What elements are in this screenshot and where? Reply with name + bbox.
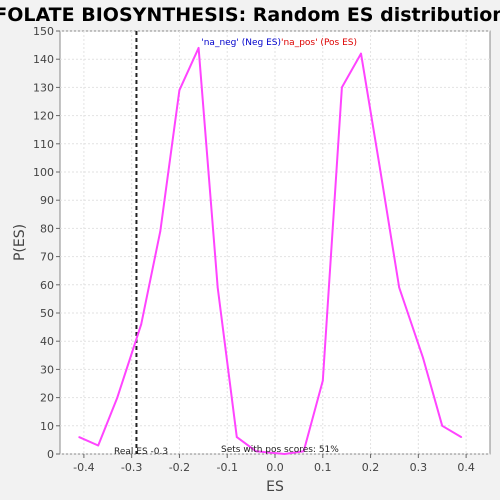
data-point [360, 52, 362, 55]
y-tick-label: 110 [33, 138, 54, 151]
y-tick-label: 120 [33, 110, 54, 123]
data-point [341, 86, 343, 89]
x-tick-label: -0.4 [73, 461, 94, 474]
data-point [422, 357, 424, 359]
data-point [379, 168, 381, 170]
x-axis-label: ES [266, 479, 284, 495]
x-tick-label: -0.1 [216, 461, 237, 474]
series-layer [78, 46, 463, 455]
sets-pos-scores-label: Sets with pos scores: 51% [221, 445, 339, 455]
data-point [178, 89, 181, 92]
x-tick-label: -0.2 [169, 461, 190, 474]
data-point [159, 230, 162, 233]
data-point [321, 379, 324, 382]
y-tick-label: 50 [40, 307, 54, 320]
y-tick-label: 130 [33, 81, 54, 94]
data-point [78, 436, 80, 438]
es-distribution-line [78, 46, 462, 455]
y-tick-label: 150 [33, 25, 54, 38]
pos-es-label: 'na_pos' (Pos ES) [281, 38, 357, 48]
y-tick-label: 40 [40, 335, 54, 348]
data-point [398, 286, 401, 289]
y-tick-label: 0 [47, 448, 54, 461]
data-point [97, 444, 100, 447]
x-tick-label: 0.2 [362, 461, 380, 474]
y-tick-label: 30 [40, 363, 54, 376]
data-point [283, 453, 286, 455]
chart-title: FOLATE BIOSYNTHESIS: Random ES distribut… [0, 4, 500, 26]
y-axis-ticks: 0 10 20 30 40 50 60 70 80 90 100 110 120 130 140 150 [33, 25, 60, 461]
neg-es-label: 'na_neg' (Neg ES) [201, 38, 281, 48]
y-axis-label: P(ES) [12, 224, 28, 261]
data-point [302, 450, 305, 452]
real-es-label: Real ES -0.3 [114, 447, 168, 457]
x-tick-label: 0.3 [410, 461, 428, 474]
y-tick-label: 80 [40, 222, 54, 235]
x-tick-label: 0.4 [457, 461, 475, 474]
y-tick-label: 10 [40, 420, 54, 433]
y-tick-label: 60 [40, 279, 54, 292]
data-point [460, 436, 463, 438]
data-point [216, 286, 219, 289]
data-point [255, 450, 257, 452]
y-tick-label: 90 [40, 194, 54, 207]
x-tick-label: -0.3 [121, 461, 142, 474]
data-point [235, 436, 238, 438]
data-point [197, 47, 200, 49]
x-axis-ticks: -0.4 -0.3 -0.2 -0.1 0.0 0.1 0.2 0.3 0.4 [73, 454, 475, 474]
y-tick-label: 100 [33, 166, 54, 179]
plot-area [59, 30, 491, 455]
y-tick-label: 70 [40, 251, 54, 264]
y-tick-label: 20 [40, 392, 54, 405]
x-tick-label: 0.1 [314, 461, 332, 474]
y-tick-label: 140 [33, 53, 54, 66]
data-point [441, 425, 444, 427]
x-tick-label: 0.0 [266, 461, 284, 474]
data-point [116, 396, 119, 399]
data-point [140, 323, 143, 326]
